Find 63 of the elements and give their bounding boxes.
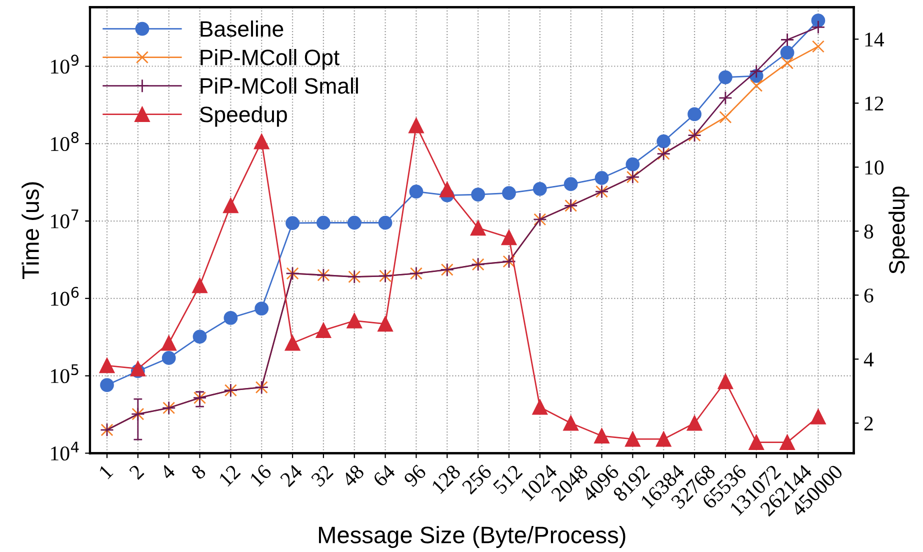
y-tick-label: 10$^{6}$ [51,286,79,306]
legend-label: PiP-MColl Opt [200,49,340,70]
point [626,157,640,172]
x-tick-label: 256 [461,464,492,495]
point [316,216,330,230]
x-tick-label: 128 [431,464,462,494]
x-tick-label: 4 [159,464,176,480]
point [471,188,486,202]
y2-tick-label: 6 [864,288,874,303]
y-tick-label: 10$^{8}$ [51,132,79,152]
x-tick-label: 16 [249,464,272,487]
y2-tick-label: 10 [865,160,884,175]
point [719,110,732,124]
point [688,107,702,122]
x-tick-label: 64 [372,464,396,488]
y-tick-label: 10$^{7}$ [51,210,78,228]
point [192,330,207,344]
point [718,90,732,105]
x-tick-label: 96 [403,464,427,488]
point [750,79,763,92]
legend-label: Speedup [200,106,287,127]
point [812,40,824,53]
x-tick-label: 8 [190,464,207,480]
y-axis-title: Time (us) [22,182,44,280]
point [781,56,794,70]
x-tick-label: 48 [341,464,365,488]
point [378,216,392,230]
x-tick-label: 32 [310,464,334,488]
y2-tick-label: 14 [865,32,884,46]
point [224,310,238,325]
x-tick-label: 512 [492,464,523,495]
x-tick-label: 2 [128,464,144,480]
y2-tick-label: 2 [864,416,873,430]
point [162,351,176,365]
legend-label: PiP-MColl Small [200,77,358,94]
y-tick-label: 10$^{5}$ [51,364,78,384]
y2-tick-label: 8 [864,224,874,239]
x-axis-title: Message Size (Byte/Process) [318,526,626,548]
point [286,216,300,230]
point [594,171,609,185]
point [718,70,732,84]
y2-axis-title: Speedup [888,186,910,274]
legend-label: Baseline [200,20,284,37]
point [532,182,547,196]
x-tick-label: 24 [280,464,304,488]
point [811,14,826,28]
x-tick-label: 1 [98,464,114,480]
point [347,216,362,230]
point [409,184,424,199]
point [564,177,578,192]
y-tick-label: 10$^{9}$ [51,54,79,74]
point [780,46,794,60]
x-tick-label: 12 [218,464,241,487]
y2-tick-label: 12 [865,96,884,110]
point [749,64,764,78]
y2-tick-label: 4 [864,352,874,366]
y-tick-label: 10$^{4}$ [51,442,79,461]
point [254,302,269,316]
point [656,134,671,148]
point [502,186,516,200]
point [100,378,114,392]
point [780,32,794,47]
point [811,20,826,34]
